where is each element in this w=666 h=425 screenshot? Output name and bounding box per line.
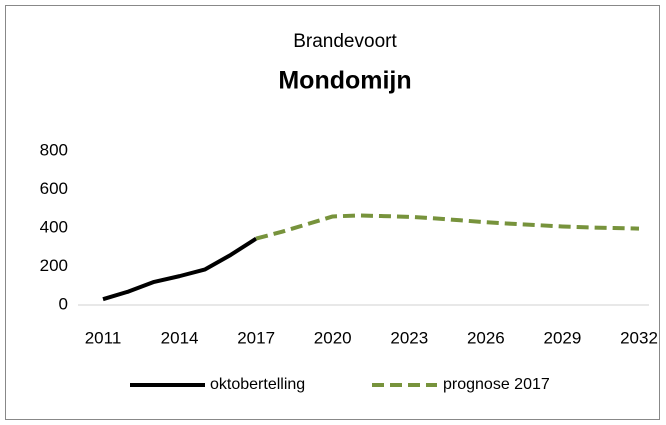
x-tick-label: 2023 — [390, 328, 428, 347]
y-tick-label: 400 — [40, 217, 68, 236]
x-tick-label: 2011 — [85, 328, 122, 347]
legend-label: prognose 2017 — [443, 376, 550, 393]
x-tick-label: 2014 — [161, 328, 199, 347]
y-tick-label: 600 — [40, 179, 68, 198]
y-tick-label: 800 — [40, 140, 68, 159]
x-tick-label: 2017 — [237, 328, 275, 347]
x-tick-label: 2020 — [314, 328, 352, 347]
chart-subtitle: Brandevoort — [293, 31, 397, 52]
y-tick-label: 200 — [40, 256, 68, 275]
chart-border — [5, 5, 660, 420]
legend-label: oktobertelling — [210, 376, 305, 393]
line-series — [102, 236, 258, 302]
y-tick-label: 0 — [59, 294, 68, 313]
x-tick-label: 2026 — [467, 328, 505, 347]
x-tick-label: 2029 — [544, 328, 582, 347]
x-tick-label: 2032 — [620, 328, 658, 347]
chart-title: Mondomijn — [278, 67, 411, 95]
